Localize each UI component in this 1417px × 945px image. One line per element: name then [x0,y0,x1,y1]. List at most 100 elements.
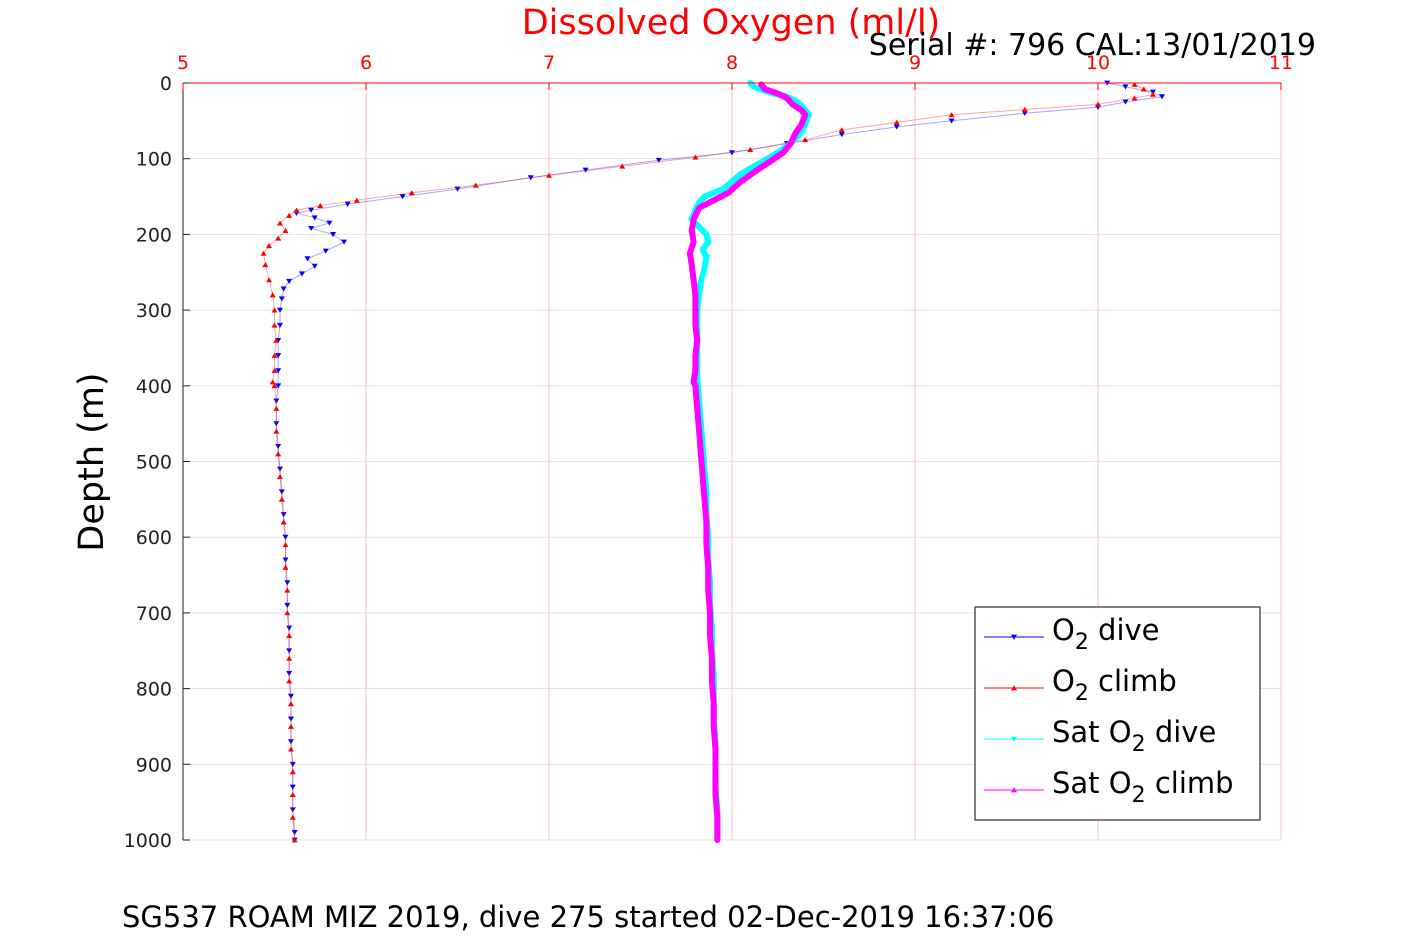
data-point [762,86,768,92]
data-point [692,353,698,358]
data-point [948,118,955,124]
data-point [286,671,293,677]
serial-cal-label: Serial #: 796 CAL:13/01/2019 [869,28,1316,63]
series-4 [686,81,809,843]
legend-label-text: Sat O [1052,715,1132,749]
data-point [282,564,289,570]
data-point [799,122,805,127]
data-point [747,146,754,153]
data-point [271,307,278,313]
dive-caption: SG537 ROAM MIZ 2019, dive 275 started 02… [122,900,1054,934]
legend-label-subscript: 2 [1075,681,1089,706]
data-point [282,542,289,548]
data-point [287,739,294,745]
data-point [696,200,702,205]
data-point [271,352,278,358]
data-point [286,678,293,684]
data-point [304,256,311,262]
data-point [284,602,291,609]
y-tick-label: 900 [136,754,172,776]
legend-label-subscript: 2 [1075,630,1089,655]
legend-label: Sat O2 climb [1052,766,1234,808]
data-point [276,307,283,313]
legend-item-3: Sat O2 dive [984,715,1216,757]
data-point [275,368,282,374]
data-point [286,655,293,661]
legend-item-1: O2 dive [984,613,1160,655]
data-point [280,519,287,525]
data-point [273,421,280,427]
data-point [1149,91,1156,97]
data-point [729,150,735,156]
data-point [691,277,697,282]
data-point [278,496,285,502]
legend-label-suffix: dive [1146,715,1217,749]
y-tick-label: 800 [136,679,172,701]
data-point [692,307,698,313]
legend-label-suffix: dive [1089,613,1160,647]
data-point [311,263,318,269]
data-point [275,443,282,450]
data-point [714,815,720,820]
data-point [276,220,283,226]
series-2 [260,81,1156,843]
data-point [1021,110,1028,116]
data-point [838,132,845,138]
y-tick-label: 700 [136,603,172,625]
data-point [527,175,534,181]
data-point [705,565,711,570]
data-point [408,190,415,196]
legend-item-4: Sat O2 climb [984,766,1234,808]
legend-swatch-marker [1011,787,1017,793]
data-point [696,428,702,434]
data-point [293,207,300,213]
data-point [696,205,702,210]
data-point [694,406,700,411]
data-point [289,769,296,775]
data-point [280,286,287,292]
data-point [691,239,697,244]
data-point [284,587,291,593]
data-point [275,451,282,457]
data-point [1122,99,1129,105]
data-point [711,198,717,203]
data-point [1131,95,1138,101]
data-point [269,292,276,298]
data-point [948,112,955,118]
data-point [838,127,845,133]
data-point [308,207,315,213]
data-point [707,633,713,638]
y-tick-labels: 0 100 200 300 400 500 600 700 800 900 1000 [124,73,190,852]
data-point [275,353,282,359]
data-point [282,557,289,563]
legend-box [974,606,1261,821]
data-point [282,227,289,234]
data-point [287,693,294,699]
legend-label-suffix: climb [1146,766,1234,800]
data-point [692,154,699,160]
data-point [692,322,698,328]
data-point [286,632,293,639]
data-point [1140,86,1147,92]
data-point [353,197,360,203]
data-point [582,167,589,173]
data-point [700,247,706,252]
legend-label: O2 dive [1052,613,1160,655]
data-point [271,367,278,374]
data-point [1122,84,1129,90]
data-point [289,784,296,790]
data-point [799,103,805,108]
y-tick-label: 500 [136,452,172,474]
data-point [284,610,291,616]
data-point [344,201,351,207]
data-point [692,368,698,373]
data-point [273,428,280,434]
data-point [788,141,794,146]
x-tick-labels: 5 6 7 8 9 10 11 [177,52,1293,90]
data-point [702,194,708,199]
data-point [289,814,296,820]
data-point [793,129,799,135]
data-point [278,296,285,302]
data-point [698,279,704,284]
